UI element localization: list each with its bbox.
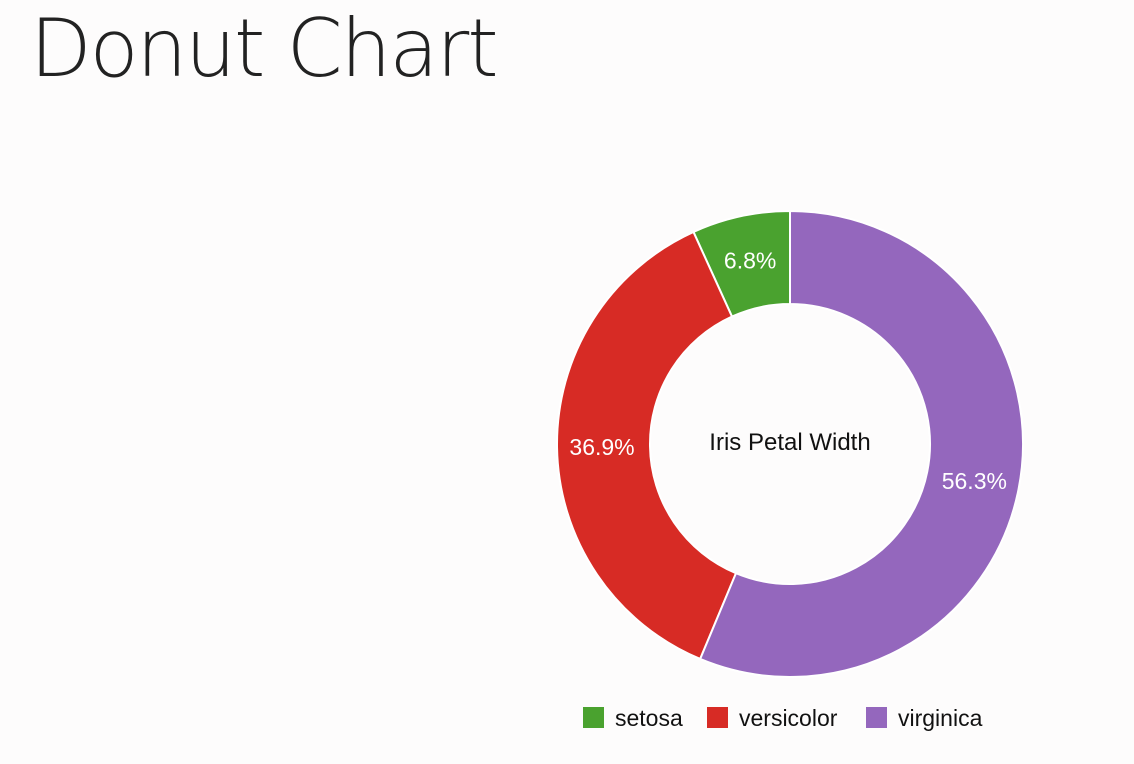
slice-label-virginica: 56.3%	[942, 468, 1007, 494]
legend-label-virginica: virginica	[898, 705, 983, 731]
page-title: Donut Chart	[30, 2, 499, 95]
legend-swatch-versicolor	[707, 707, 728, 728]
donut-slice-virginica	[698, 209, 1024, 678]
chart-legend: setosa versicolor virginica	[583, 705, 983, 731]
legend-swatch-virginica	[866, 707, 887, 728]
slice-label-versicolor: 36.9%	[569, 434, 634, 460]
legend-swatch-setosa	[583, 707, 604, 728]
slice-value-labels: 6.8% 36.9% 56.3%	[569, 247, 1007, 494]
donut-slice-versicolor	[556, 230, 738, 661]
slice-label-setosa: 6.8%	[724, 247, 776, 273]
legend-label-setosa: setosa	[615, 705, 683, 731]
legend-label-versicolor: versicolor	[739, 705, 838, 731]
donut-slices	[556, 209, 1024, 678]
donut-center-label: Iris Petal Width	[709, 429, 870, 456]
